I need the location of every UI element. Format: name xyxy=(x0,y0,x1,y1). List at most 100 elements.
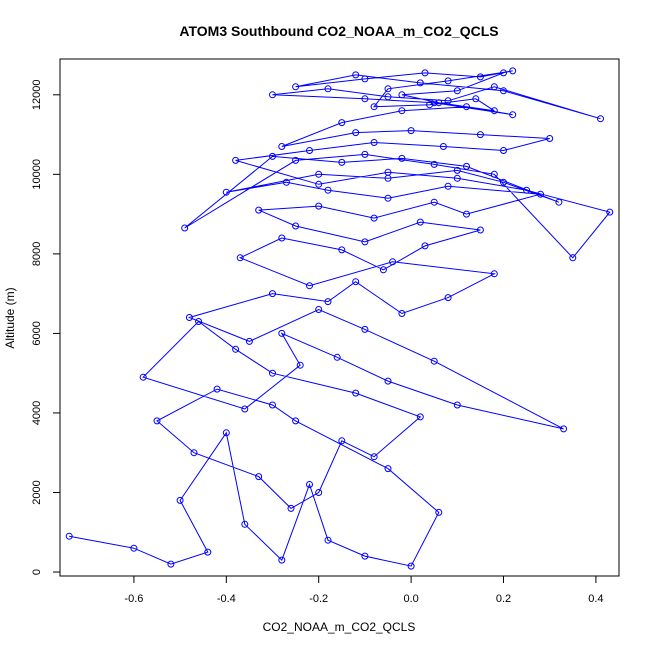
data-point xyxy=(315,180,323,188)
x-tick-label: -0.4 xyxy=(217,593,236,605)
data-point xyxy=(130,544,138,552)
data-point xyxy=(500,147,507,154)
data-point xyxy=(352,278,360,286)
y-tick-label: 12000 xyxy=(31,79,43,110)
data-point xyxy=(472,95,480,103)
data-point xyxy=(444,97,452,105)
data-point xyxy=(292,417,300,425)
data-point xyxy=(338,158,346,166)
chart-title: ATOM3 Southbound CO2_NOAA_m_CO2_QCLS xyxy=(179,23,498,39)
data-point xyxy=(398,107,406,115)
data-point xyxy=(324,536,332,544)
data-point xyxy=(292,222,300,230)
data-point xyxy=(435,99,443,107)
y-tick-label: 6000 xyxy=(31,321,43,345)
plot-frame xyxy=(59,58,620,577)
data-point xyxy=(222,188,230,196)
data-point xyxy=(476,131,484,139)
data-point xyxy=(490,170,498,178)
y-tick-label: 10000 xyxy=(31,159,43,190)
data-point xyxy=(278,143,286,150)
data-point xyxy=(361,150,369,158)
data-point xyxy=(139,373,147,381)
data-point xyxy=(407,127,415,135)
data-point xyxy=(421,242,429,250)
data-point xyxy=(384,93,392,101)
data-point xyxy=(282,178,290,186)
data-point xyxy=(361,325,369,333)
data-point xyxy=(65,532,73,540)
data-point xyxy=(236,254,244,262)
data-point xyxy=(338,119,346,127)
data-point xyxy=(204,548,212,556)
data-point xyxy=(490,270,498,278)
x-tick-label: -0.2 xyxy=(309,593,328,605)
data-point xyxy=(430,198,438,206)
data-point xyxy=(361,95,369,103)
data-point xyxy=(306,282,313,290)
data-point xyxy=(560,425,568,433)
data-point xyxy=(444,182,452,190)
data-point xyxy=(453,174,461,182)
data-point xyxy=(537,190,544,198)
data-point xyxy=(439,143,447,150)
data-point xyxy=(476,73,484,81)
data-point xyxy=(463,103,470,111)
data-point xyxy=(315,306,323,313)
data-point xyxy=(453,401,461,409)
data-point xyxy=(430,357,438,365)
data-point xyxy=(453,166,461,174)
data-point xyxy=(370,139,378,146)
data-point xyxy=(269,290,276,298)
data-point xyxy=(190,449,198,457)
data-point xyxy=(463,210,470,218)
data-point xyxy=(416,413,424,421)
data-point xyxy=(306,147,313,154)
data-point xyxy=(222,429,230,437)
data-point xyxy=(606,208,614,216)
data-point xyxy=(490,83,498,91)
data-point xyxy=(370,103,378,111)
data-point xyxy=(185,314,193,321)
data-point xyxy=(490,107,498,115)
data-point xyxy=(476,226,484,234)
data-point xyxy=(315,170,323,178)
data-point xyxy=(278,234,286,242)
data-point xyxy=(352,389,360,397)
data-point xyxy=(370,453,378,461)
x-tick-label: 0.0 xyxy=(403,593,418,605)
data-point xyxy=(500,178,507,186)
data-point xyxy=(509,111,517,119)
data-point xyxy=(569,254,577,262)
data-point xyxy=(324,85,332,93)
data-point xyxy=(523,186,531,194)
data-point xyxy=(500,87,507,95)
y-axis: 0 2000 4000 6000 8000 10000 12000 xyxy=(31,79,60,575)
data-point xyxy=(195,318,203,325)
x-tick-label: 0.2 xyxy=(496,593,511,605)
data-point xyxy=(181,224,189,232)
data-point xyxy=(370,214,378,222)
data-point xyxy=(306,481,313,488)
data-point xyxy=(241,405,249,413)
data-point xyxy=(597,115,604,123)
series-layer xyxy=(65,67,614,570)
data-point xyxy=(435,508,443,516)
data-point xyxy=(384,85,392,93)
x-axis: -0.6 -0.4 -0.2 0.0 0.2 0.4 xyxy=(124,576,604,605)
data-point xyxy=(453,87,461,95)
y-tick-label: 8000 xyxy=(31,242,43,266)
data-point xyxy=(269,369,276,377)
data-point xyxy=(315,489,323,496)
data-point xyxy=(287,504,295,512)
data-point xyxy=(315,202,323,210)
x-tick-label: 0.4 xyxy=(588,593,603,605)
data-point xyxy=(352,71,360,79)
data-point xyxy=(278,556,286,564)
data-point xyxy=(389,258,397,266)
data-point xyxy=(407,562,415,570)
data-point xyxy=(426,101,434,109)
data-point xyxy=(430,160,438,168)
data-point xyxy=(430,99,438,107)
